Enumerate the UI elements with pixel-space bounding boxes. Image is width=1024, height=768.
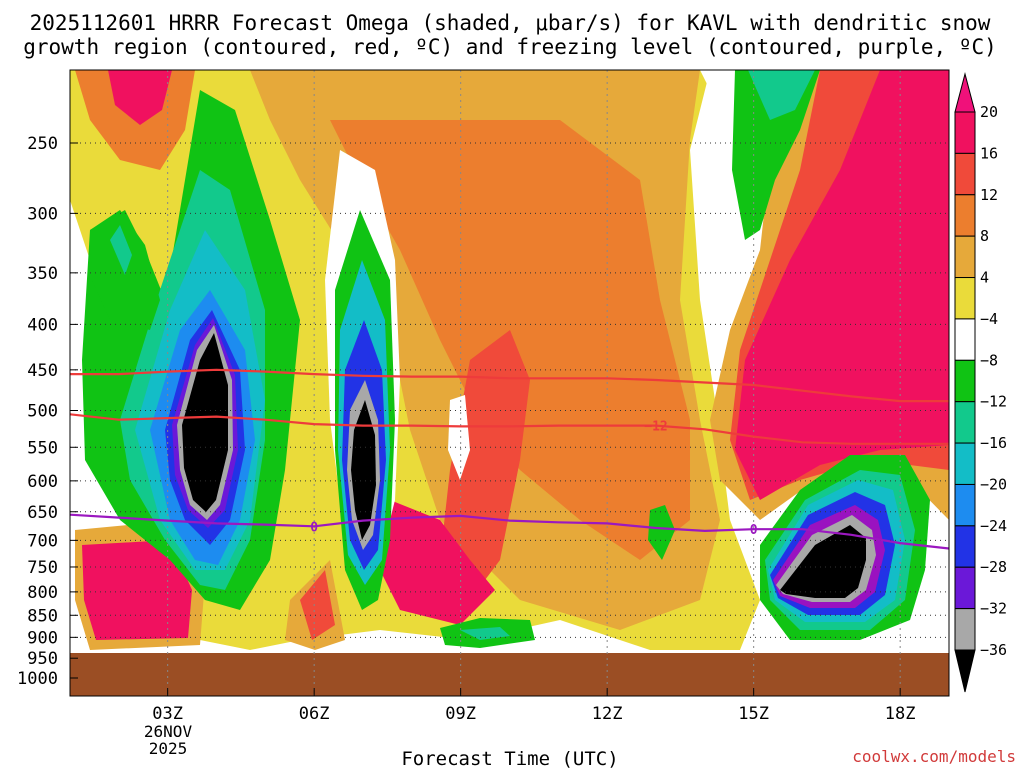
y-tick-label-300: 300 — [27, 204, 58, 224]
y-tick-label-550: 550 — [27, 438, 58, 458]
omega-max-lower-mid — [380, 500, 495, 625]
omega-neg-upper-left-teal — [110, 225, 132, 275]
y-tick-label-500: 500 — [27, 402, 58, 422]
contour-label-2-1: 0 — [750, 523, 758, 538]
colorbar-label-11: −28 — [980, 558, 1007, 576]
omega-max-upper-left-core — [108, 70, 172, 125]
omega-shading — [70, 70, 949, 650]
colorbar-box-0 — [954, 111, 976, 154]
x-tick-label-06Z: 06Z — [299, 704, 330, 724]
contour-line-2 — [70, 513, 949, 550]
colorbar-bottom-arrow — [954, 649, 976, 693]
colorbar-top-arrow — [954, 72, 976, 113]
colorbar-label-7: −12 — [980, 393, 1007, 411]
colorbar-box-1 — [954, 152, 976, 196]
colorbar-box-11 — [954, 566, 976, 610]
colorbar-label-1: 16 — [980, 144, 998, 162]
contour-lines: −12 0 0 — [70, 368, 949, 550]
y-tick-label-750: 750 — [27, 558, 58, 578]
colorbar-label-5: −4 — [980, 310, 998, 328]
grid-lines — [70, 70, 949, 696]
colorbar-label-12: −32 — [980, 600, 1007, 618]
omega-neg-blob-09z-10z-inner — [460, 627, 510, 640]
omega-min-mid-core — [351, 400, 376, 540]
y-tick-label-850: 850 — [27, 606, 58, 626]
omega-pos-16-band — [440, 330, 530, 600]
y-tick-label-800: 800 — [27, 583, 58, 603]
colorbar: 20 16 12 8 4 −4 −8 −12 −16 −20 −24 −28 −32 −36 — [954, 72, 1007, 693]
source-credit: coolwx.com/models — [852, 747, 1016, 766]
contour-line-1 — [70, 413, 949, 445]
colorbar-box-2 — [954, 194, 976, 237]
chart-title-line-2: growth region (contoured, red, ºC) and f… — [23, 35, 997, 59]
omega-min-lowright-core — [780, 525, 866, 598]
date-label-year: 2025 — [149, 739, 188, 758]
y-tick-label-250: 250 — [27, 134, 58, 154]
y-axis-ticks: 2503003504004505005506006507007508008509… — [17, 134, 78, 689]
y-tick-label-1000: 1000 — [17, 669, 58, 689]
colorbar-box-last — [954, 608, 976, 651]
omega-max-lower-left — [82, 540, 192, 640]
omega-max-06z-low-core — [300, 570, 335, 640]
y-tick-label-400: 400 — [27, 315, 58, 335]
colorbar-box-8 — [954, 442, 976, 485]
colorbar-label-3: 8 — [980, 227, 989, 245]
x-tick-label-15Z: 15Z — [738, 704, 769, 724]
terrain-ground — [70, 653, 949, 696]
x-tick-label-12Z: 12Z — [592, 704, 623, 724]
colorbar-box-7 — [954, 401, 976, 444]
colorbar-label-13: −36 — [980, 641, 1007, 659]
y-tick-label-650: 650 — [27, 503, 58, 523]
colorbar-label-0: 20 — [980, 103, 998, 121]
colorbar-box-4 — [954, 277, 976, 320]
omega-gap-white-2 — [700, 70, 740, 120]
x-axis-label: Forecast Time (UTC) — [401, 748, 618, 768]
y-tick-label-600: 600 — [27, 472, 58, 492]
y-tick-label-700: 700 — [27, 531, 58, 551]
chart-title-line-1: 2025112601 HRRR Forecast Omega (shaded, … — [30, 11, 991, 35]
y-tick-label-950: 950 — [27, 649, 58, 669]
colorbar-label-2: 12 — [980, 186, 998, 204]
omega-min-left-core — [182, 333, 228, 512]
omega-max-right — [735, 70, 949, 500]
omega-neg-top-right-teal — [748, 70, 815, 120]
x-tick-label-03Z: 03Z — [152, 704, 183, 724]
omega-neg-blob-13z — [648, 505, 675, 560]
y-tick-label-900: 900 — [27, 628, 58, 648]
colorbar-label-6: −8 — [980, 351, 998, 369]
contour-label-2-0: 0 — [310, 520, 318, 535]
colorbar-box-3 — [954, 235, 976, 279]
colorbar-box-9 — [954, 483, 976, 527]
contour-label-1-0: −12 — [644, 420, 667, 435]
plot-frame — [69, 69, 950, 697]
colorbar-label-4: 4 — [980, 269, 989, 287]
colorbar-box-6 — [954, 359, 976, 403]
omega-gap-white-1 — [448, 395, 470, 480]
colorbar-box-10 — [954, 525, 976, 568]
contour-line-0 — [70, 368, 949, 403]
colorbar-label-8: −16 — [980, 434, 1007, 452]
x-tick-label-09Z: 09Z — [445, 704, 476, 724]
colorbar-box-5 — [954, 318, 976, 361]
plot-area: −12 0 0 — [70, 70, 949, 696]
y-tick-label-450: 450 — [27, 361, 58, 381]
colorbar-label-10: −24 — [980, 517, 1007, 535]
x-tick-label-18Z: 18Z — [885, 704, 916, 724]
date-label-day: 26NOV — [144, 722, 193, 741]
colorbar-label-9: −20 — [980, 475, 1007, 493]
x-axis-ticks: 03Z 06Z 09Z 12Z 15Z 18Z — [152, 688, 916, 724]
y-tick-label-350: 350 — [27, 264, 58, 284]
